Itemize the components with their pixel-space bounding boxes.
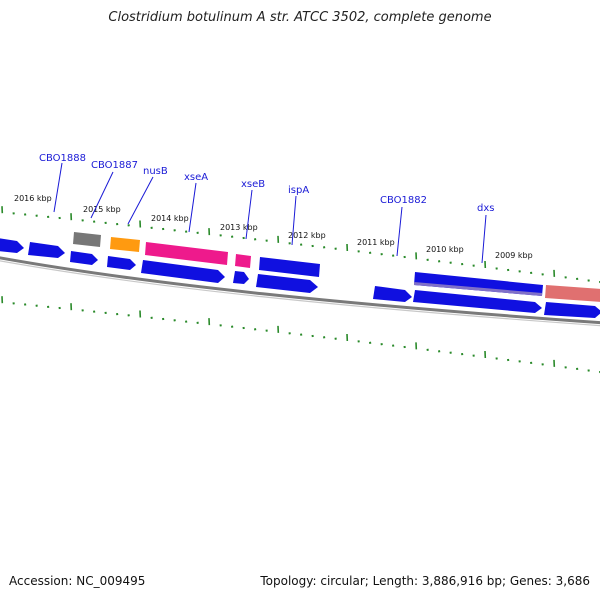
- gene-arrow[interactable]: [256, 274, 318, 293]
- kbp-label: 2011 kbp: [357, 238, 395, 247]
- topology-text: Topology: circular; Length: 3,886,916 bp…: [260, 574, 590, 588]
- gene-nusb[interactable]: [110, 237, 140, 252]
- gene-ispa[interactable]: [259, 257, 320, 277]
- kbp-label: 2009 kbp: [495, 251, 533, 260]
- gene-labels: CBO1888 CBO1887 nusB xseA xseB ispA CBO1…: [39, 153, 494, 264]
- kbp-label: 2016 kbp: [14, 194, 52, 203]
- leader-line: [245, 189, 253, 240]
- gene-dxs[interactable]: [414, 272, 543, 296]
- gene-label-cbo1882[interactable]: CBO1882: [380, 195, 427, 206]
- leader-line: [188, 182, 197, 233]
- kbp-label: 2010 kbp: [426, 245, 464, 254]
- accession-text: Accession: NC_009495: [9, 574, 146, 588]
- kbp-label: 2012 kbp: [288, 231, 326, 240]
- gene-label-xsea[interactable]: xseA: [184, 172, 208, 183]
- leader-line: [396, 206, 403, 257]
- gene-dxs-band: [414, 282, 542, 296]
- gene-label-ispa[interactable]: ispA: [288, 185, 309, 196]
- inner-tick-ring: [1, 296, 600, 374]
- gene-arrow[interactable]: [0, 238, 24, 253]
- gene-label-cbo1887[interactable]: CBO1887: [91, 160, 138, 171]
- gene-arrow[interactable]: [70, 251, 98, 265]
- kbp-label: 2014 kbp: [151, 214, 189, 223]
- genome-backbone: [0, 256, 600, 325]
- gene-arrow[interactable]: [233, 271, 249, 284]
- leader-line: [291, 195, 297, 246]
- gene-arrow[interactable]: [413, 290, 542, 313]
- gene-label-nusb[interactable]: nusB: [143, 166, 168, 177]
- gene-cbo1882[interactable]: [373, 286, 412, 302]
- leader-line: [127, 176, 154, 225]
- leader-line: [53, 162, 63, 213]
- leader-line: [90, 171, 114, 219]
- gene-arrow[interactable]: [544, 302, 600, 318]
- leader-line: [481, 214, 487, 264]
- genome-backbone-shadow: [0, 260, 600, 327]
- outer-tick-ring: [1, 206, 600, 284]
- gene-xsea[interactable]: [145, 242, 228, 265]
- lower-feature-row: [70, 251, 600, 318]
- kbp-label: 2013 kbp: [220, 223, 258, 232]
- gene-label-cbo1888[interactable]: CBO1888: [39, 153, 86, 164]
- kbp-label: 2015 kbp: [83, 205, 121, 214]
- gene-arrow[interactable]: [28, 242, 65, 258]
- gene-xseb[interactable]: [235, 254, 251, 268]
- kbp-labels: 2016 kbp 2015 kbp 2014 kbp 2013 kbp 2012…: [14, 194, 533, 260]
- gene-label-dxs[interactable]: dxs: [477, 203, 494, 214]
- upper-feature-row: [0, 232, 600, 302]
- gene-arrow[interactable]: [141, 260, 225, 283]
- gene-label-xseb[interactable]: xseB: [241, 179, 265, 190]
- gene-arrow[interactable]: [107, 256, 136, 270]
- gene-salmon[interactable]: [545, 285, 600, 302]
- gene-cbo1888[interactable]: [73, 232, 101, 247]
- map-title: Clostridium botulinum A str. ATCC 3502, …: [108, 10, 492, 25]
